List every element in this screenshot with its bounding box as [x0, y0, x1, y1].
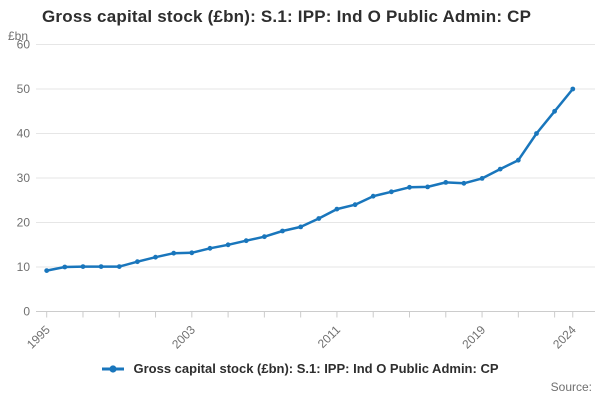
y-tick-label: 30	[17, 171, 31, 185]
data-point-marker	[135, 259, 140, 265]
data-point-marker	[262, 234, 267, 240]
series-line	[45, 87, 575, 272]
y-tick-label: 0	[23, 305, 30, 319]
data-point-marker	[570, 86, 576, 92]
data-point-marker	[44, 268, 50, 273]
data-point-marker	[62, 264, 68, 270]
legend-series-label: Gross capital stock (£bn): S.1: IPP: Ind…	[133, 361, 499, 376]
x-tick-label: 2011	[315, 322, 343, 350]
data-point-marker	[189, 250, 195, 256]
x-tick-label: 2024	[550, 322, 579, 351]
source-label: Source:	[550, 380, 592, 394]
data-point-marker	[370, 193, 376, 199]
x-tick-label: 1995	[24, 322, 53, 351]
data-point-marker	[425, 184, 430, 190]
data-point-marker	[153, 254, 158, 260]
data-point-marker	[243, 238, 249, 244]
data-point-marker	[334, 206, 340, 212]
y-axis-unit-label: £bn	[8, 29, 29, 43]
data-point-marker	[207, 245, 213, 251]
data-point-marker	[280, 228, 285, 234]
data-point-marker	[80, 264, 86, 269]
data-point-marker	[552, 108, 557, 114]
data-point-marker	[298, 224, 304, 230]
data-point-marker	[225, 242, 231, 248]
y-tick-label: 60	[17, 38, 31, 52]
data-point-marker	[352, 202, 358, 208]
chart-title: Gross capital stock (£bn): S.1: IPP: Ind…	[42, 7, 532, 26]
data-point-marker	[407, 184, 412, 190]
chart-legend[interactable]: Gross capital stock (£bn): S.1: IPP: Ind…	[0, 361, 600, 376]
data-point-marker	[443, 180, 449, 185]
y-tick-label: 10	[17, 260, 31, 274]
x-tick-label: 2003	[169, 322, 198, 351]
data-point-marker	[171, 250, 177, 256]
data-point-marker	[316, 216, 322, 221]
y-tick-label: 40	[17, 127, 31, 141]
y-tick-label: 50	[17, 82, 31, 96]
data-point-marker	[479, 176, 485, 181]
data-point-marker	[534, 131, 539, 136]
data-point-marker	[515, 157, 521, 163]
data-point-marker	[98, 264, 104, 269]
data-point-marker	[497, 166, 503, 172]
y-tick-label: 20	[17, 216, 31, 230]
data-point-marker	[389, 189, 394, 195]
legend-series-marker-icon	[102, 364, 125, 373]
data-point-marker	[461, 180, 467, 186]
x-tick-label: 2019	[459, 322, 488, 351]
data-point-marker	[116, 264, 122, 269]
